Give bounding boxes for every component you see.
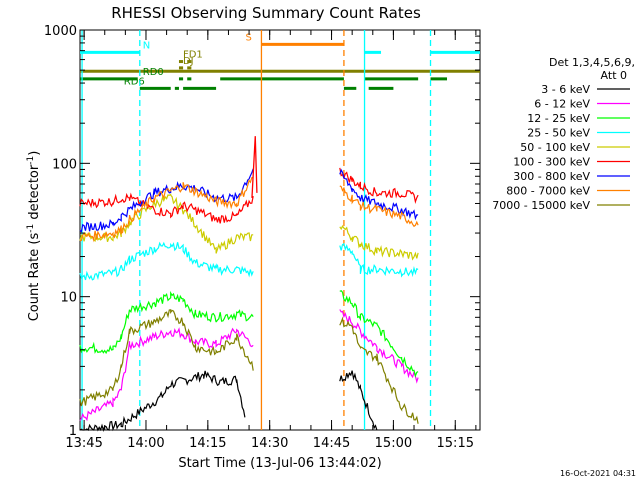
flag-label: RD6	[124, 76, 145, 87]
series-line-b3	[339, 289, 419, 378]
series-line-b9	[79, 309, 254, 407]
flag-label: N	[143, 40, 150, 51]
series-line-b5	[79, 193, 254, 254]
y-tick-label: 1	[69, 424, 77, 439]
series-lines	[79, 136, 419, 432]
y-tick-label: 10	[60, 291, 77, 306]
legend-label: 25 - 50 keV	[527, 127, 590, 140]
flag-label: RD0	[143, 67, 164, 78]
series-line-b2	[339, 309, 419, 384]
legend-label: 100 - 300 keV	[513, 156, 590, 169]
flag-label: S	[245, 32, 251, 43]
x-tick-label: 15:15	[437, 436, 474, 451]
legend-label: 6 - 12 keV	[534, 98, 590, 111]
series-line-b7	[339, 168, 419, 221]
x-axis-label: Start Time (13-Jul-06 13:44:02)	[178, 456, 381, 471]
legend-header-1: Det 1,3,4,5,6,9,	[549, 56, 635, 69]
legend-label: 7000 - 15000 keV	[492, 199, 590, 212]
series-line-b8	[79, 177, 254, 243]
series-line-b4	[79, 241, 254, 281]
y-axis-label: Count Rate (s-1 detector-1)	[26, 151, 42, 322]
legend-label: 800 - 7000 keV	[506, 185, 590, 198]
x-tick-label: 14:15	[189, 436, 226, 451]
flare-spike	[251, 136, 258, 198]
y-tick-label: 1000	[44, 24, 77, 39]
timestamp: 16-Oct-2021 04:31	[560, 469, 636, 478]
legend: Det 1,3,4,5,6,9, Att 0 3 - 6 keV 6 - 12 k…	[492, 56, 635, 212]
x-tick-label: 14:45	[313, 436, 350, 451]
series-line-b6	[79, 192, 254, 224]
flag-label: DJ	[183, 56, 194, 67]
x-tick-label: 13:45	[65, 436, 102, 451]
legend-label: 50 - 100 keV	[520, 141, 590, 154]
vertical-markers	[81, 30, 432, 430]
y-tick-label: 100	[52, 157, 77, 172]
x-tick-label: 14:30	[251, 436, 288, 451]
x-tick-label: 14:00	[127, 436, 164, 451]
series-line-b6	[339, 167, 419, 204]
series-line-b5	[339, 225, 419, 261]
legend-header-2: Att 0	[601, 69, 627, 82]
x-tick-label: 15:00	[375, 436, 412, 451]
series-line-b1	[339, 370, 378, 431]
series-line-b1	[79, 370, 246, 432]
series-line-b9	[339, 316, 419, 424]
legend-label: 3 - 6 keV	[541, 83, 590, 96]
series-line-b3	[79, 290, 254, 355]
plot-frame	[79, 29, 481, 431]
legend-label: 300 - 800 keV	[513, 170, 590, 183]
series-line-b2	[79, 327, 254, 422]
chart-title: RHESSI Observing Summary Count Rates	[111, 4, 421, 22]
axes: 1 10 100 1000 13:45 14:00 14:15 14:30 14:45 15:00…	[44, 24, 480, 451]
series-line-b4	[339, 242, 419, 278]
series-line-b8	[339, 185, 419, 228]
flag-label: FD1	[183, 50, 203, 61]
legend-label: 12 - 25 keV	[527, 112, 590, 125]
